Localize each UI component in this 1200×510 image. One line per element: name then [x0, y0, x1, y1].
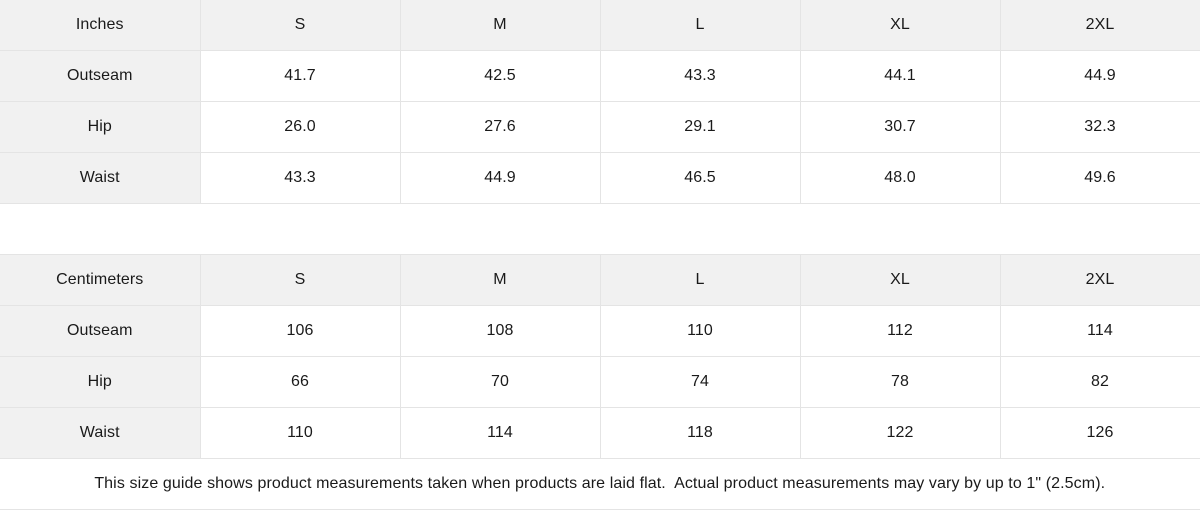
column-header-2xl: 2XL: [1000, 0, 1200, 51]
cell-waist-l: 118: [600, 407, 801, 459]
table-row: Waist 110 114 118 122 126: [0, 407, 1200, 459]
row-label-waist: Waist: [0, 152, 201, 204]
cell-waist-s: 110: [200, 407, 401, 459]
row-label-outseam: Outseam: [0, 50, 201, 102]
spacer-cell: [0, 203, 1200, 255]
cell-outseam-xl: 112: [800, 305, 1001, 357]
column-header-2xl: 2XL: [1000, 255, 1200, 306]
cell-outseam-2xl: 44.9: [1000, 50, 1200, 102]
cell-hip-m: 27.6: [400, 101, 601, 153]
cell-waist-xl: 48.0: [800, 152, 1001, 204]
table-spacer-row: [0, 203, 1200, 255]
size-chart-inches: Inches S M L XL 2XL Outseam 41.7 42.5 43…: [0, 0, 1200, 255]
unit-label-centimeters: Centimeters: [0, 255, 201, 306]
row-label-outseam: Outseam: [0, 305, 201, 357]
table-row: Hip 26.0 27.6 29.1 30.7 32.3: [0, 101, 1200, 153]
table-header-row: Centimeters S M L XL 2XL: [0, 255, 1200, 306]
cell-hip-2xl: 82: [1000, 356, 1200, 408]
row-label-hip: Hip: [0, 356, 201, 408]
cell-hip-m: 70: [400, 356, 601, 408]
column-header-s: S: [200, 255, 401, 306]
cell-waist-m: 114: [400, 407, 601, 459]
unit-label-inches: Inches: [0, 0, 201, 51]
cell-hip-s: 26.0: [200, 101, 401, 153]
table-row: Waist 43.3 44.9 46.5 48.0 49.6: [0, 152, 1200, 204]
cell-outseam-2xl: 114: [1000, 305, 1200, 357]
column-header-m: M: [400, 0, 601, 51]
cell-waist-2xl: 49.6: [1000, 152, 1200, 204]
column-header-l: L: [600, 255, 801, 306]
table-row: Outseam 106 108 110 112 114: [0, 305, 1200, 357]
cell-hip-2xl: 32.3: [1000, 101, 1200, 153]
column-header-l: L: [600, 0, 801, 51]
cell-outseam-l: 110: [600, 305, 801, 357]
row-label-hip: Hip: [0, 101, 201, 153]
cell-waist-xl: 122: [800, 407, 1001, 459]
cell-hip-xl: 30.7: [800, 101, 1001, 153]
cell-outseam-s: 106: [200, 305, 401, 357]
table-header-row: Inches S M L XL 2XL: [0, 0, 1200, 51]
column-header-xl: XL: [800, 255, 1001, 306]
table-row: Hip 66 70 74 78 82: [0, 356, 1200, 408]
cell-hip-xl: 78: [800, 356, 1001, 408]
size-guide-footnote: This size guide shows product measuremen…: [0, 458, 1200, 510]
cell-waist-s: 43.3: [200, 152, 401, 204]
column-header-xl: XL: [800, 0, 1001, 51]
table-row: Outseam 41.7 42.5 43.3 44.1 44.9: [0, 50, 1200, 102]
cell-hip-s: 66: [200, 356, 401, 408]
cell-outseam-l: 43.3: [600, 50, 801, 102]
row-label-waist: Waist: [0, 407, 201, 459]
column-header-m: M: [400, 255, 601, 306]
cell-waist-2xl: 126: [1000, 407, 1200, 459]
cell-hip-l: 74: [600, 356, 801, 408]
cell-waist-m: 44.9: [400, 152, 601, 204]
cell-waist-l: 46.5: [600, 152, 801, 204]
cell-outseam-m: 42.5: [400, 50, 601, 102]
cell-outseam-xl: 44.1: [800, 50, 1001, 102]
cell-outseam-s: 41.7: [200, 50, 401, 102]
cell-outseam-m: 108: [400, 305, 601, 357]
size-chart-centimeters: Centimeters S M L XL 2XL Outseam 106 108…: [0, 255, 1200, 510]
cell-hip-l: 29.1: [600, 101, 801, 153]
footnote-row: This size guide shows product measuremen…: [0, 458, 1200, 510]
column-header-s: S: [200, 0, 401, 51]
